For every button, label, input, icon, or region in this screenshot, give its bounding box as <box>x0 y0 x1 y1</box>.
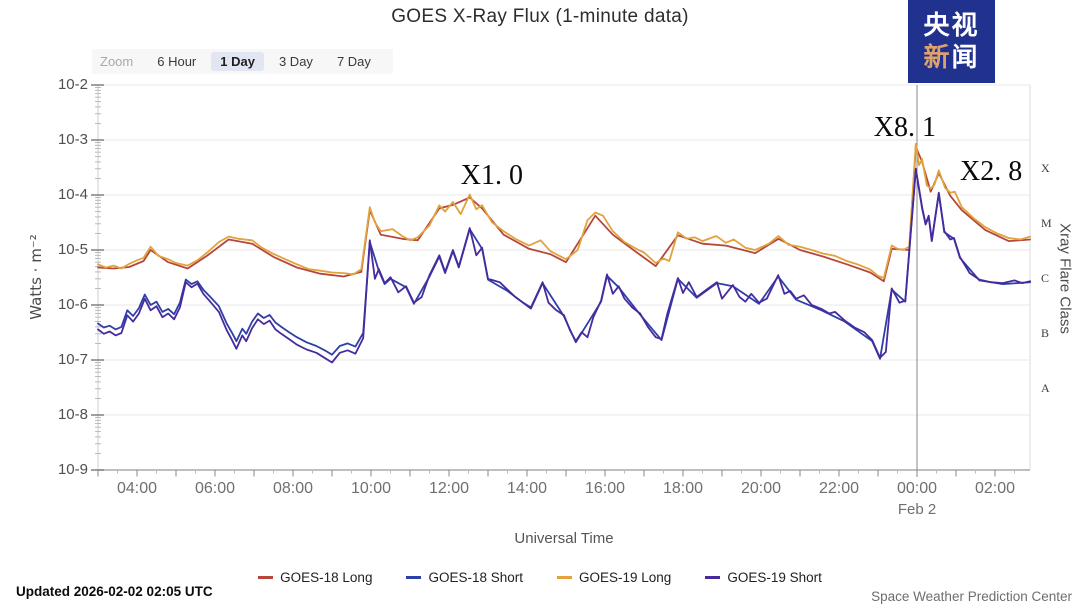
y-tick-label: 10-6 <box>57 296 88 313</box>
legend-label: GOES-18 Short <box>428 570 523 585</box>
legend-item: GOES-18 Short <box>406 570 523 585</box>
legend-item: GOES-18 Long <box>258 570 372 585</box>
legend: GOES-18 Long GOES-18 Short GOES-19 Long GOE… <box>0 570 1080 585</box>
legend-swatch <box>557 576 572 579</box>
x-tick-label: 14:00 <box>506 480 548 497</box>
logo-line2-rest: 闻 <box>951 41 980 72</box>
zoom-button-6hour[interactable]: 6 Hour <box>157 54 197 69</box>
legend-label: GOES-19 Short <box>727 570 822 585</box>
logo-line2: 新闻 <box>923 42 979 74</box>
x-axis-title: Universal Time <box>514 530 614 547</box>
x-tick-label: 00:00 <box>896 480 938 497</box>
legend-item: GOES-19 Short <box>705 570 822 585</box>
y-tick-label: 10-5 <box>57 241 88 258</box>
source-credit: Space Weather Prediction Center <box>871 589 1072 604</box>
zoom-toolbar: Zoom 6 Hour 1 Day 3 Day 7 Day <box>92 49 393 74</box>
legend-label: GOES-18 Long <box>280 570 373 585</box>
series-line-goes-18-short <box>97 168 1031 360</box>
legend-swatch <box>705 576 721 579</box>
legend-swatch <box>258 576 274 579</box>
chart-title: GOES X-Ray Flux (1-minute data) <box>391 6 689 27</box>
flare-class-label: B <box>1041 325 1050 340</box>
updated-timestamp: Updated 2026-02-02 02:05 UTC <box>16 584 213 599</box>
zoom-button-1day[interactable]: 1 Day <box>211 52 264 71</box>
y2-axis-title: Xray Flare Class <box>1056 223 1074 334</box>
x-tick-label: 08:00 <box>272 480 314 497</box>
x-tick-label: 22:00 <box>818 480 860 497</box>
flare-class-label: X <box>1041 160 1050 175</box>
x-tick-label: 06:00 <box>194 480 236 497</box>
logo-line2-accent: 新 <box>923 41 952 72</box>
x-tick-label: 10:00 <box>350 480 392 497</box>
series-line-goes-19-short <box>97 167 1031 364</box>
y-tick-label: 10-4 <box>57 186 88 203</box>
y-axis-title: Watts · m⁻² <box>27 234 45 320</box>
zoom-button-3day[interactable]: 3 Day <box>278 54 313 69</box>
flare-annotation: X1. 0 <box>460 159 524 191</box>
x-tick-label: 02:00 <box>974 480 1016 497</box>
legend-swatch <box>406 576 422 579</box>
y-tick-label: 10-2 <box>57 76 88 93</box>
series-line-goes-18-long <box>97 146 1031 283</box>
flare-class-label: C <box>1041 270 1050 285</box>
flare-class-label: A <box>1041 380 1050 395</box>
flare-annotation: X8. 1 <box>873 111 937 143</box>
flare-class-label: M <box>1041 215 1052 230</box>
legend-item: GOES-19 Long <box>557 570 671 585</box>
flare-annotation: X2. 8 <box>959 155 1023 187</box>
y-tick-label: 10-7 <box>57 351 88 368</box>
x-tick-label: 20:00 <box>740 480 782 497</box>
x-tick-sublabel: Feb 2 <box>897 501 937 518</box>
x-tick-label: 04:00 <box>116 480 158 497</box>
x-tick-label: 16:00 <box>584 480 626 497</box>
logo-line1: 央视 <box>923 9 980 40</box>
cctv-news-logo: 央视 新闻 <box>908 0 995 83</box>
legend-label: GOES-19 Long <box>579 570 672 585</box>
y-tick-label: 10-9 <box>57 461 88 478</box>
y-tick-label: 10-3 <box>57 131 88 148</box>
y-tick-label: 10-8 <box>57 406 88 423</box>
x-tick-label: 12:00 <box>428 480 470 497</box>
zoom-toolbar-label: Zoom <box>100 54 134 69</box>
zoom-button-7day[interactable]: 7 Day <box>336 54 371 69</box>
x-tick-label: 18:00 <box>662 480 704 497</box>
